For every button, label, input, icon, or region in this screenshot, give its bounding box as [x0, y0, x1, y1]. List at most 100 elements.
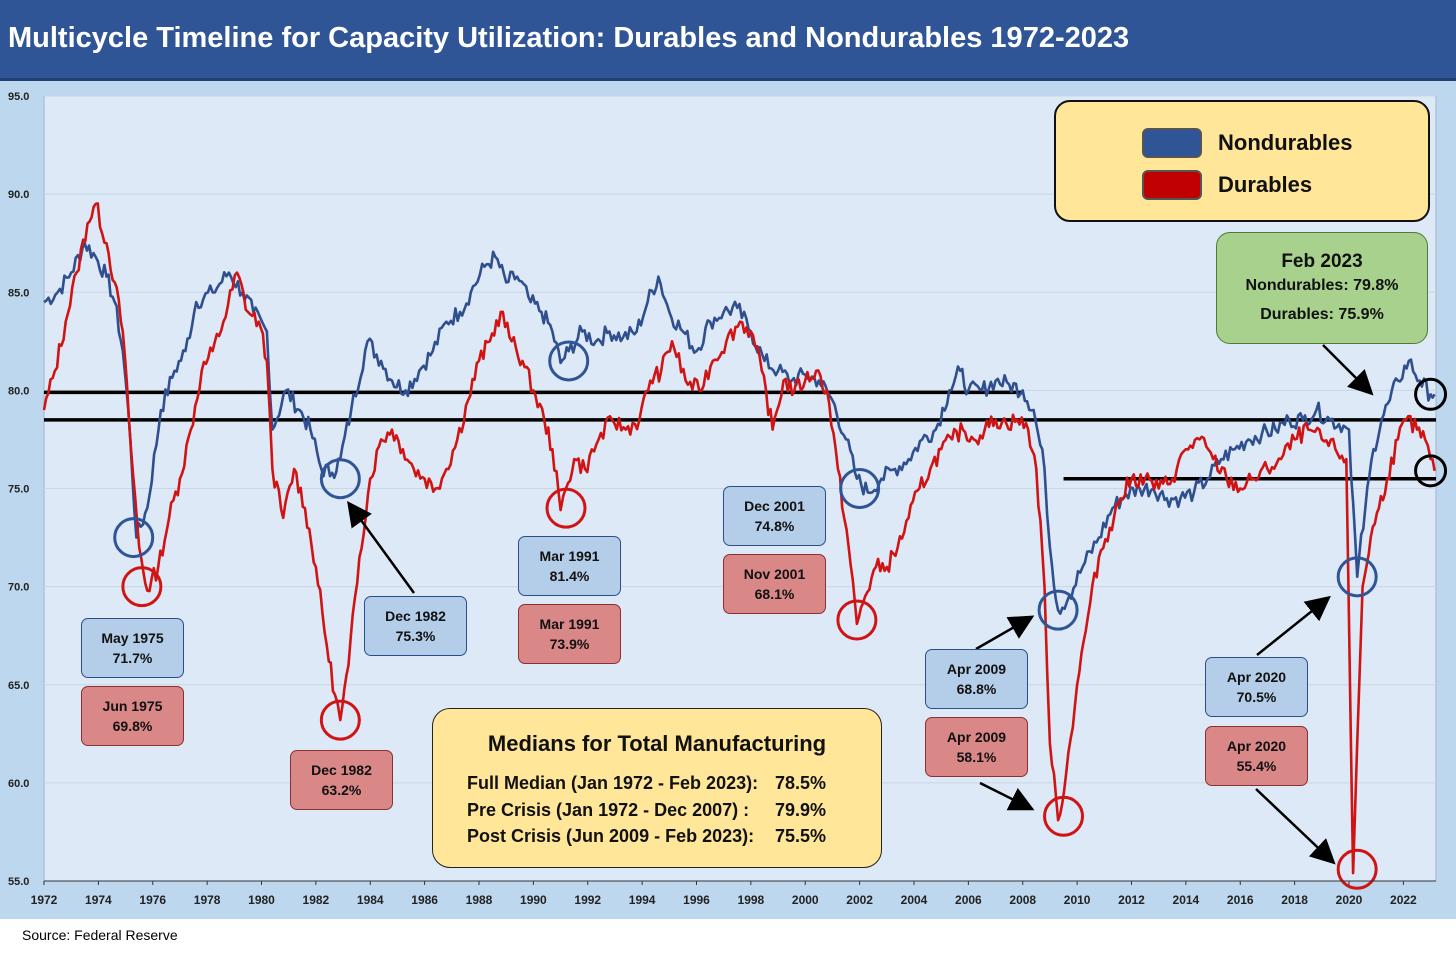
x-tick-label: 2008	[1009, 893, 1036, 907]
y-tick-label: 95.0	[8, 91, 29, 103]
highlight-circle	[113, 517, 155, 559]
annotation-label: Dec 1982	[311, 762, 372, 778]
annotation-dec-1982-durables: Dec 1982 63.2%	[290, 750, 393, 810]
highlight-circle	[1043, 795, 1085, 837]
medians-box: Medians for Total Manufacturing Full Med…	[432, 708, 882, 868]
y-tick-label: 65.0	[8, 680, 29, 692]
median-row-label: Post Crisis (Jun 2009 - Feb 2023):	[467, 826, 755, 846]
annotation-may-1975: May 1975 71.7%	[81, 618, 184, 678]
source-note: Source: Federal Reserve	[22, 927, 178, 943]
legend-swatch-durables	[1142, 170, 1202, 200]
x-tick-label: 2010	[1064, 893, 1091, 907]
annotation-label: Apr 2020	[1226, 669, 1287, 685]
x-tick-label: 2012	[1118, 893, 1145, 907]
y-tick-label: 80.0	[8, 385, 29, 397]
series-line-nondurables	[43, 241, 1436, 615]
y-tick-label: 70.0	[8, 582, 29, 594]
highlight-circle	[319, 699, 361, 741]
median-row-label: Full Median (Jan 1972 - Feb 2023):	[467, 773, 759, 793]
median-row-label: Pre Crisis (Jan 1972 - Dec 2007) :	[467, 800, 750, 820]
x-tick-label: 1986	[411, 893, 438, 907]
y-tick-label: 75.0	[8, 484, 29, 496]
annotation-label: Dec 1982	[385, 608, 446, 624]
annotation-apr-2020-durables: Apr 2020 55.4%	[1205, 726, 1308, 786]
feb-2023-durables: Durables: 75.9%	[1260, 306, 1384, 323]
callout-arrow	[1256, 595, 1331, 656]
annotation-value: 74.8%	[754, 518, 795, 534]
x-tick-label: 1974	[85, 893, 112, 907]
x-tick-label: 1998	[738, 893, 765, 907]
annotation-label: Jun 1975	[102, 698, 163, 714]
x-tick-label: 1984	[357, 893, 384, 907]
callout-arrow	[979, 781, 1035, 811]
highlight-circle	[319, 458, 361, 500]
highlight-circle	[1336, 848, 1378, 890]
highlight-circle	[1414, 377, 1448, 411]
callout-arrow	[347, 500, 416, 594]
annotation-value: 55.4%	[1236, 758, 1277, 774]
annotation-value: 58.1%	[956, 749, 997, 765]
x-tick-label: 1980	[248, 893, 275, 907]
annotation-value: 70.5%	[1236, 689, 1277, 705]
feb-2023-title: Feb 2023	[1281, 251, 1363, 272]
x-tick-label: 2004	[901, 893, 928, 907]
x-tick-label: 1972	[31, 893, 58, 907]
x-tick-label: 2016	[1227, 893, 1254, 907]
annotation-nov-2001: Nov 2001 68.1%	[723, 554, 826, 614]
callout-arrow	[1255, 788, 1336, 865]
median-row-value: 75.5%	[775, 826, 827, 846]
x-tick-label: 1994	[629, 893, 656, 907]
x-tick-label: 1976	[139, 893, 166, 907]
annotation-label: Nov 2001	[743, 566, 806, 582]
legend-swatch-nondurables	[1142, 128, 1202, 158]
x-tick-label: 1988	[466, 893, 493, 907]
y-tick-label: 60.0	[8, 778, 29, 790]
annotation-label: Apr 2009	[946, 661, 1007, 677]
highlight-circle	[1336, 556, 1378, 598]
annotation-value: 75.3%	[395, 628, 436, 644]
series-line-durables	[42, 202, 1436, 875]
annotation-apr-2009-nondurables: Apr 2009 68.8%	[925, 649, 1028, 709]
annotation-value: 63.2%	[321, 782, 362, 798]
annotation-apr-2009-durables: Apr 2009 58.1%	[925, 717, 1028, 777]
x-tick-label: 1996	[683, 893, 710, 907]
highlight-circle	[545, 487, 587, 529]
callout-arrow	[1322, 344, 1374, 396]
x-tick-label: 2022	[1390, 893, 1417, 907]
x-tick-label: 2014	[1173, 893, 1200, 907]
x-tick-label: 2006	[955, 893, 982, 907]
annotation-value: 81.4%	[549, 568, 590, 584]
title-bar: Multicycle Timeline for Capacity Utiliza…	[0, 0, 1456, 81]
annotation-value: 73.9%	[549, 636, 590, 652]
annotation-dec-2001: Dec 2001 74.8%	[723, 486, 826, 546]
median-row-value: 78.5%	[775, 773, 827, 793]
legend-label-nondurables: Nondurables	[1218, 130, 1353, 155]
x-tick-label: 1990	[520, 893, 547, 907]
annotation-mar-1991-nondurables: Mar 1991 81.4%	[518, 536, 621, 596]
legend-label-durables: Durables	[1218, 172, 1313, 197]
highlight-circle	[121, 566, 163, 608]
highlight-circle	[1414, 454, 1448, 488]
chart-title: Multicycle Timeline for Capacity Utiliza…	[8, 22, 1130, 54]
annotation-value: 71.7%	[112, 650, 153, 666]
highlight-circle	[548, 340, 590, 382]
y-tick-label: 90.0	[8, 189, 29, 201]
y-tick-label: 55.0	[8, 876, 29, 888]
annotation-label: Mar 1991	[539, 548, 600, 564]
x-tick-label: 2000	[792, 893, 819, 907]
annotation-label: May 1975	[101, 630, 164, 646]
highlight-circle	[839, 468, 881, 509]
annotation-value: 68.1%	[754, 586, 795, 602]
annotation-label: Apr 2020	[1226, 738, 1287, 754]
x-tick-label: 1982	[303, 893, 330, 907]
annotation-value: 69.8%	[112, 718, 153, 734]
x-tick-label: 2002	[846, 893, 873, 907]
highlight-circle	[1037, 589, 1079, 631]
annotation-apr-2020-nondurables: Apr 2020 70.5%	[1205, 657, 1308, 717]
annotation-label: Mar 1991	[539, 616, 600, 632]
feb-2023-callout: Feb 2023 Nondurables: 79.8% Durables: 75…	[1216, 232, 1428, 344]
callout-arrow	[975, 615, 1035, 651]
x-tick-label: 1978	[194, 893, 221, 907]
annotation-label: Apr 2009	[946, 729, 1007, 745]
medians-title: Medians for Total Manufacturing	[487, 731, 827, 756]
